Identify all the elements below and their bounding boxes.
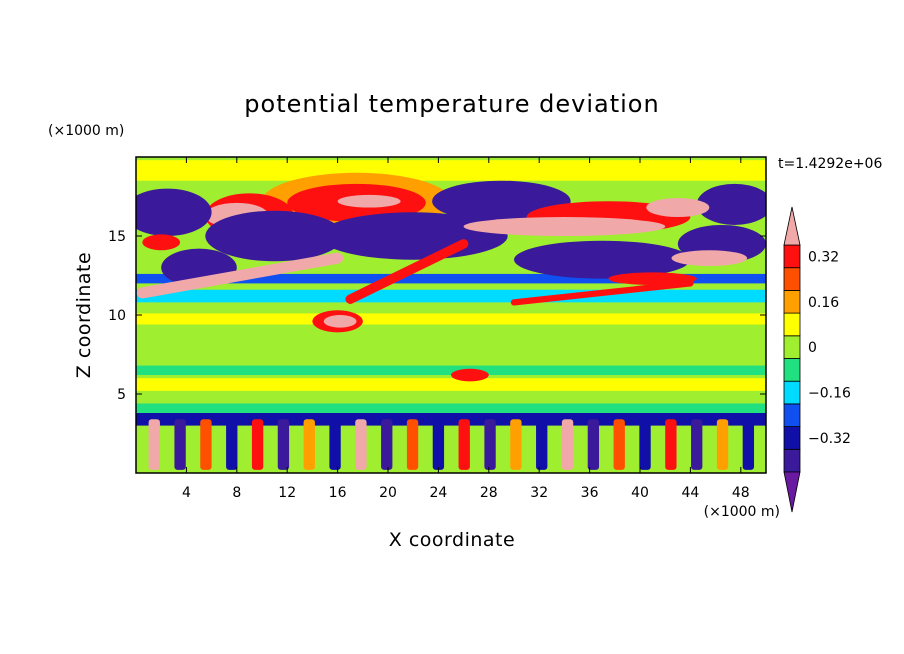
field-column-4 [251,419,264,470]
field-column-9 [381,419,393,470]
colorbar-tick-label: 0.32 [808,249,839,265]
x-tick-label: 40 [631,485,649,501]
field-band-8 [136,403,766,413]
x-tick-label: 44 [681,485,699,501]
field-column-18 [613,419,625,470]
x-tick-label: 32 [530,485,548,501]
x-tick-label: 28 [480,485,498,501]
x-tick-label: 4 [182,485,191,501]
colorbar-tick-label: −0.32 [808,431,851,447]
x-tick-label: 48 [732,485,750,501]
colorbar-segment [783,289,801,314]
field-column-16 [561,419,574,470]
colorbar-tick-label: 0.16 [808,295,839,311]
y-tick-label: 10 [108,308,126,324]
field-blob-20 [646,198,710,218]
field-column-12 [458,419,470,470]
field-column-6 [303,419,315,470]
field-band-4 [136,313,766,325]
y-tick-label: 5 [117,387,126,403]
field-band-5 [136,365,766,376]
field-blob-28 [323,315,357,328]
field-band-1 [136,160,766,181]
field-column-5 [277,419,290,470]
field-column-22 [716,419,729,470]
field-column-1 [174,419,186,470]
field-streak-31 [136,252,344,299]
field-blob-23 [514,240,691,279]
x-tick-label: 20 [379,485,397,501]
colorbar-segment [783,403,801,427]
x-axis-ticks: 4 8 12 16 20 24 28 32 36 40 44 48 [182,157,750,501]
field-band-2 [136,273,766,284]
field-column-15 [536,419,548,470]
field-blob-29 [451,368,489,382]
colorbar-segment [783,312,801,337]
field-column-7 [329,419,341,470]
field-band-6 [136,378,766,391]
field-column-14 [510,419,522,470]
colorbar-segment [783,380,801,405]
field-column-20 [665,419,677,470]
colorbar-max-arrow [783,206,801,246]
field-column-2 [200,419,212,470]
field-column-3 [226,419,238,470]
field-blob-30 [608,272,697,285]
y-tick-label: 15 [108,229,126,245]
colorbar-segment [783,448,801,473]
field-streak-32 [345,239,469,304]
field-blob-15 [205,210,344,262]
field-column-17 [587,419,600,470]
field-blob-21 [463,217,666,236]
y-axis-label: Z coordinate [73,252,95,378]
field-column-11 [432,419,445,470]
field-band-3 [136,289,766,303]
y-axis-unit: (×1000 m) [48,123,124,139]
colorbar-segment [783,358,801,382]
x-tick-label: 16 [329,485,347,501]
colorbar: 0.32 0.16 0 −0.16 −0.32 [783,206,851,513]
field-blob-18 [696,183,766,225]
x-tick-label: 36 [581,485,599,501]
contour-field [136,157,766,473]
x-axis-unit: (×1000 m) [704,504,780,520]
x-axis-label: X coordinate [389,529,515,551]
x-tick-label: 12 [278,485,296,501]
field-blob-11 [337,194,401,208]
colorbar-tick-label: −0.16 [808,386,851,402]
field-column-19 [639,419,651,470]
field-band-7 [136,412,766,426]
field-column-21 [691,419,703,470]
colorbar-segment [783,267,801,291]
colorbar-segment [783,244,801,269]
field-streak-33 [510,280,694,306]
colorbar-min-arrow [783,471,801,513]
x-tick-label: 24 [429,485,447,501]
colorbar-tick-label: 0 [808,340,817,356]
field-blob-26 [142,234,181,251]
colorbar-segment [783,426,801,450]
field-column-8 [355,419,367,470]
chart-title: potential temperature deviation [244,90,659,118]
field-column-23 [742,419,755,470]
y-axis-ticks: 5 10 15 [108,229,766,403]
field-blob-25 [671,250,748,267]
time-label: t=1.4292e+06 [778,156,882,172]
field-blob-14 [136,188,212,236]
field-column-13 [484,419,496,470]
x-tick-label: 8 [232,485,241,501]
field-column-0 [148,419,160,470]
colorbar-segment [783,335,801,359]
field-column-10 [406,419,419,470]
